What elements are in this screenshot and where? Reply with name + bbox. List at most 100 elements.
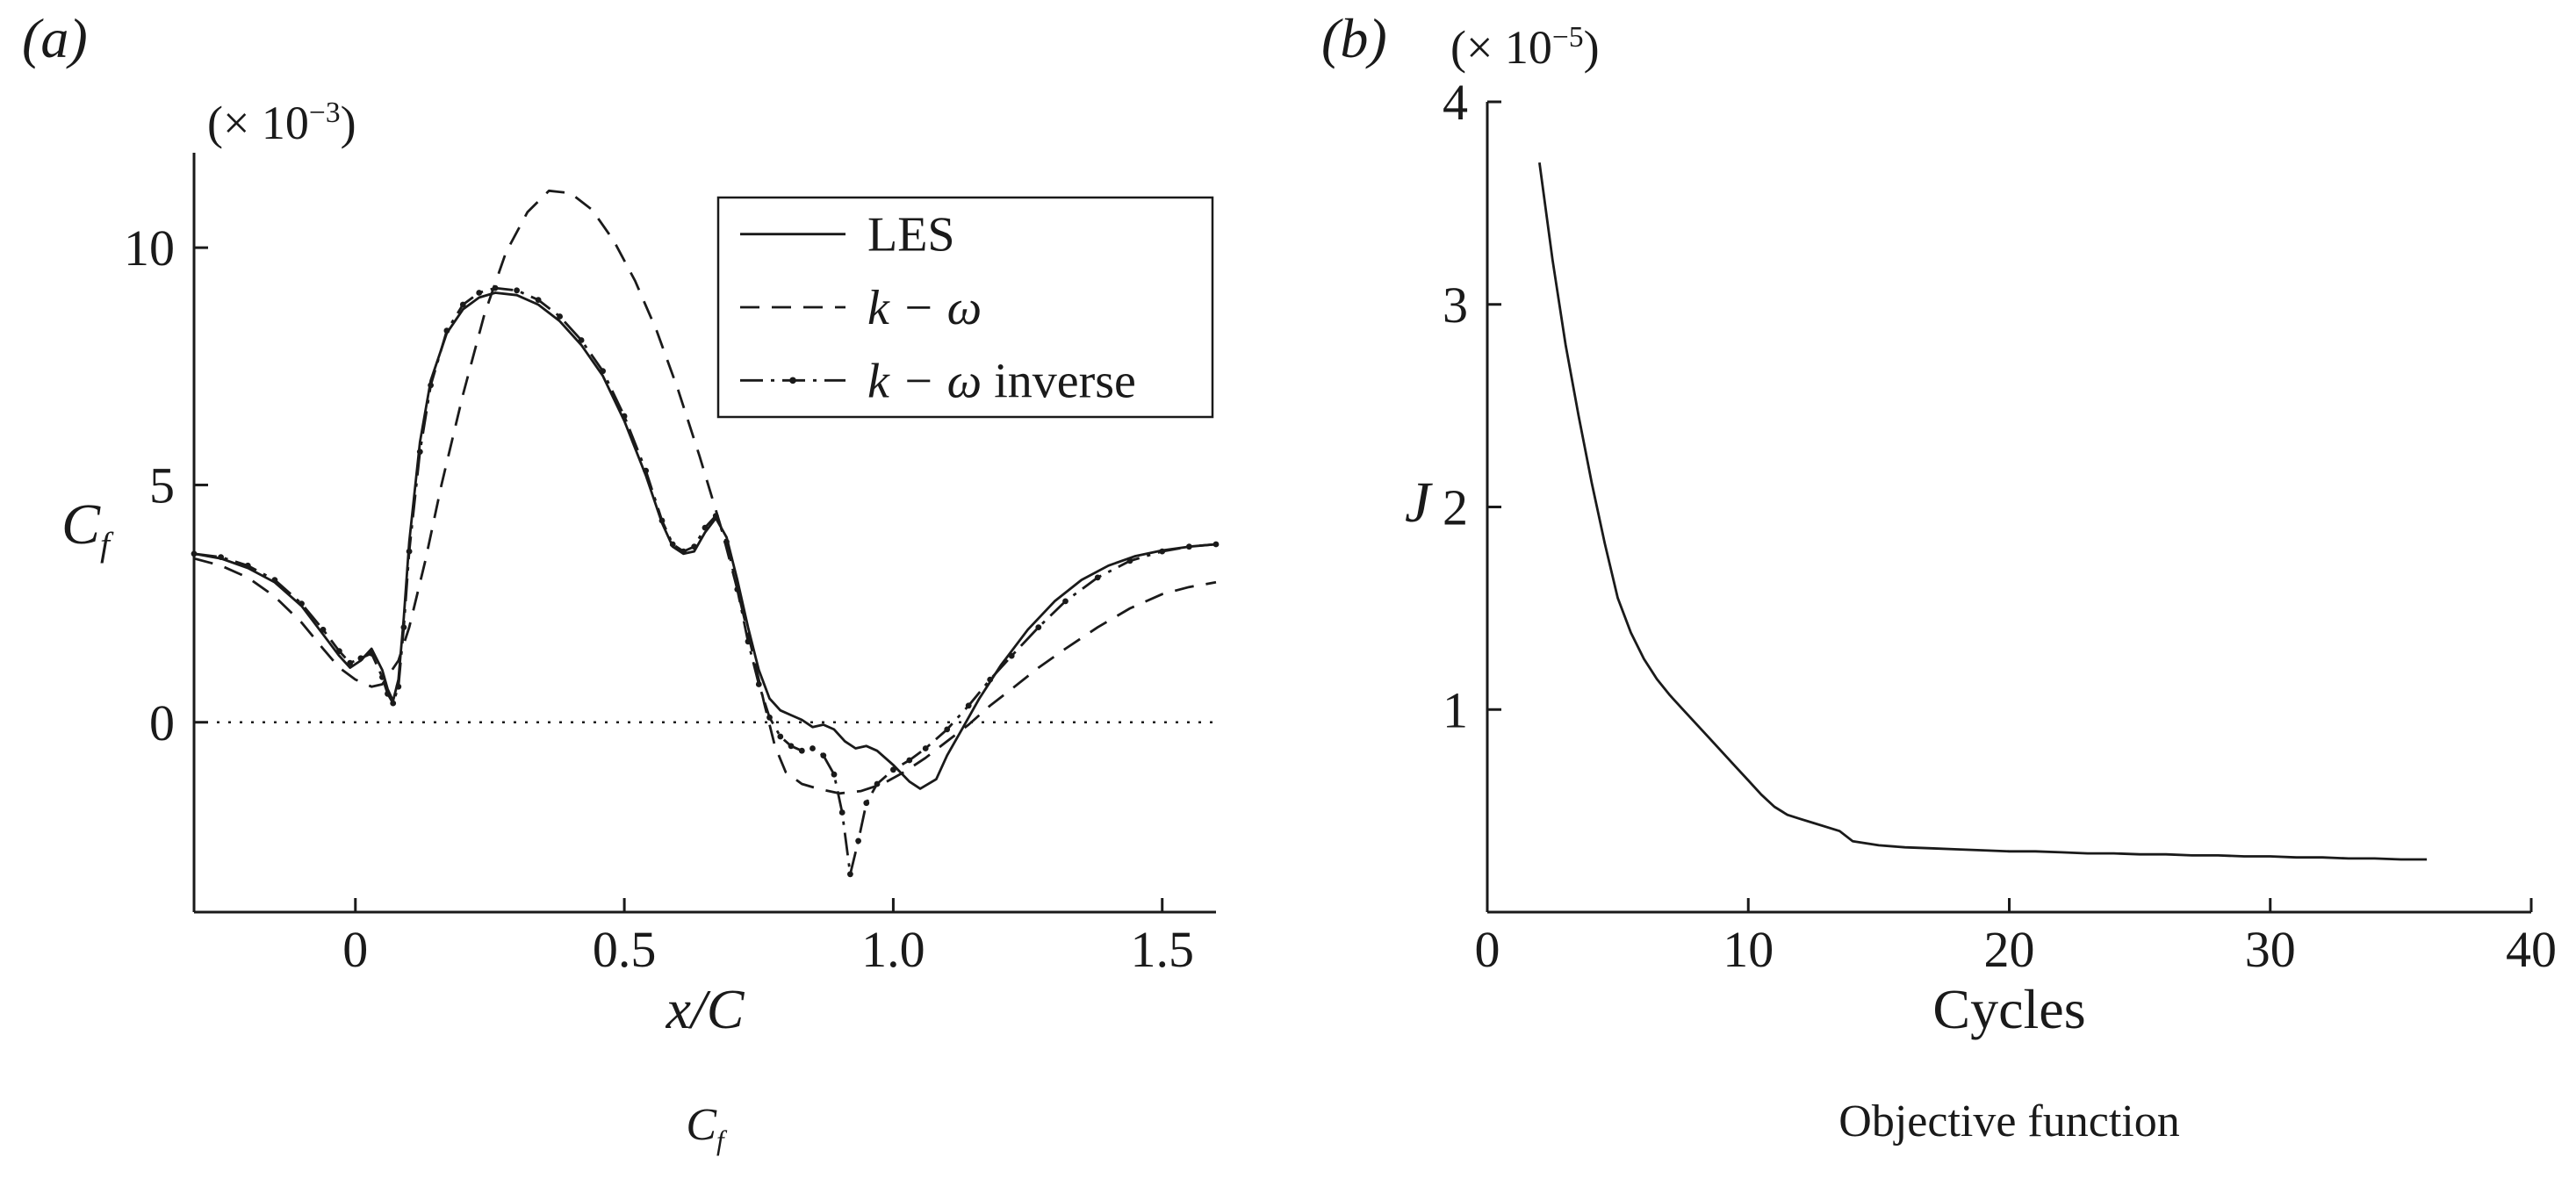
panel-a-caption-base: C — [686, 1100, 716, 1150]
panel-b-label: (b) — [1321, 7, 1387, 69]
series-dot-marker — [809, 745, 816, 751]
series-dot-marker — [798, 747, 805, 754]
legend-entry: LES — [740, 208, 955, 262]
x-tick-label: 10 — [1723, 921, 1774, 978]
series-dot-marker — [514, 287, 520, 294]
series-dashdot — [191, 284, 1220, 878]
series-line — [193, 291, 1217, 790]
multiplier-b-exponent: −5 — [1551, 21, 1584, 54]
multiplier-a-exponent: −3 — [308, 97, 341, 129]
x-tick-label: 30 — [2245, 921, 2296, 978]
y-tick-label: 5 — [149, 456, 175, 514]
series-dot-marker — [1008, 652, 1015, 659]
series-dot-marker — [557, 313, 563, 320]
panel-b-caption: Objective function — [1838, 1096, 2180, 1146]
series-line — [1538, 162, 2428, 861]
y-tick-label: 10 — [124, 219, 175, 277]
series-dot-marker — [847, 871, 853, 878]
panel-b-xlabel: Cycles — [1932, 978, 2086, 1040]
y-tick-label: 3 — [1443, 277, 1468, 334]
series-dot-marker — [357, 655, 364, 662]
x-tick-label: 0.5 — [593, 921, 657, 978]
series-dot-marker — [1035, 624, 1042, 630]
series-dot-marker — [385, 690, 391, 697]
legend-dot-marker — [789, 377, 796, 385]
series-dot-marker — [299, 600, 305, 607]
series-dot-marker — [271, 577, 278, 583]
series-dot-marker — [838, 809, 845, 816]
panel-a-caption: Cf — [194, 1103, 1216, 1154]
series-dot-marker — [874, 780, 881, 787]
series-dot-marker — [492, 284, 499, 291]
y-tick-label: 1 — [1443, 681, 1468, 738]
series-dot-marker — [1094, 574, 1101, 581]
panel-a-ylabel: Cf — [61, 496, 110, 563]
series-dot-marker — [621, 413, 628, 420]
series-dot-marker — [476, 290, 483, 296]
series-dot-marker — [831, 771, 838, 778]
series-dot-marker — [777, 733, 784, 740]
legend-entry: k − ω inverse — [740, 354, 1136, 408]
series-dot-marker — [320, 626, 327, 633]
panel-a-ylabel-base: C — [61, 492, 101, 557]
chart-b-axes: 0 10 20 30 40 1 2 3 4 — [1443, 74, 2557, 978]
series-dot-marker — [855, 837, 861, 845]
series-dot-marker — [395, 683, 402, 690]
x-tick-label: 1.5 — [1130, 921, 1194, 978]
series-dot-marker — [218, 554, 225, 560]
panel-b-ylabel: J — [1405, 471, 1431, 535]
series-dot-marker — [691, 543, 698, 550]
series-dot-marker — [244, 562, 251, 569]
panel-a-caption-sub: f — [716, 1125, 724, 1156]
series-dot-marker — [1186, 543, 1192, 550]
chart-a-canvas: 0 0.5 1.0 1.5 0 5 10 LES k − ω k − ω inverse — [124, 153, 1220, 978]
multiplier-b-suffix: ) — [1583, 21, 1600, 74]
series-dot-marker — [723, 538, 730, 545]
series-dot-marker — [459, 301, 466, 308]
chart-a-axes: 0 0.5 1.0 1.5 0 5 10 — [124, 153, 1216, 978]
series-dot-marker — [987, 676, 994, 683]
series-dot-marker — [755, 681, 762, 687]
series-dot-marker — [890, 766, 896, 773]
series-dot-marker — [347, 659, 354, 666]
y-tick-label: 4 — [1443, 74, 1468, 131]
series-dot-marker — [428, 382, 434, 389]
series-dot-marker — [406, 548, 413, 555]
series-dot-marker — [745, 638, 752, 645]
legend-label: LES — [867, 208, 955, 262]
panel-a-ylabel-sub: f — [100, 525, 111, 564]
multiplier-b-prefix: (× 10 — [1450, 21, 1552, 74]
panel-a-label: (a) — [22, 7, 88, 69]
series-dot-marker — [379, 674, 385, 680]
series-solid — [193, 291, 1217, 790]
series-dashed — [193, 189, 1217, 795]
y-tick-label: 2 — [1443, 479, 1468, 536]
x-tick-label: 0 — [1475, 921, 1500, 978]
series-dot-marker — [416, 449, 423, 455]
legend-label: k − ω — [867, 281, 982, 335]
series-dot-marker — [1212, 541, 1220, 548]
series-dot-marker — [643, 467, 649, 474]
series-solid — [1538, 162, 2428, 861]
series-dot-marker — [535, 297, 542, 303]
panel-a-xlabel: x/C — [666, 978, 745, 1040]
series-dot-marker — [734, 586, 741, 593]
series-dot-marker — [680, 548, 687, 555]
series-line — [193, 189, 1217, 795]
series-dot-marker — [766, 714, 773, 721]
multiplier-a-suffix: ) — [340, 97, 356, 149]
series-dot-marker — [1159, 548, 1166, 555]
chart-b-canvas: 0 10 20 30 40 1 2 3 4 — [1443, 74, 2557, 978]
series-dot-marker — [1126, 557, 1133, 564]
series-dot-marker — [820, 752, 827, 758]
series-dot-marker — [863, 800, 870, 807]
series-dot-marker — [368, 651, 375, 657]
series-dot-marker — [578, 337, 585, 343]
series-dot-marker — [400, 624, 407, 630]
panel-a-axis-multiplier: (× 10−3) — [207, 98, 356, 147]
x-tick-label: 1.0 — [861, 921, 925, 978]
series-dot-marker — [712, 513, 719, 519]
series-dot-marker — [669, 541, 676, 548]
series-dot-marker — [1062, 598, 1069, 605]
chart-a-plot-area — [191, 189, 1220, 878]
